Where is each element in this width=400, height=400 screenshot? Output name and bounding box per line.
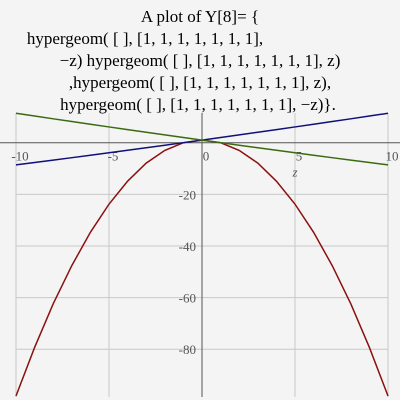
y-tick-label: -60 [179, 291, 196, 306]
y-tick-label: -20 [179, 187, 196, 202]
x-tick-label: 5 [296, 149, 303, 164]
x-tick-label: -5 [108, 149, 119, 164]
x-tick-label: 10 [386, 149, 399, 164]
x-tick-label: -10 [11, 149, 28, 164]
y-tick-label: -80 [179, 342, 196, 357]
x-tick-label: 0 [203, 149, 210, 164]
title-line: hypergeom( [ ], [1, 1, 1, 1, 1, 1, 1], −… [60, 95, 336, 114]
title-line: −z) hypergeom( [ ], [1, 1, 1, 1, 1, 1, 1… [60, 51, 341, 70]
title-line: ,hypergeom( [ ], [1, 1, 1, 1, 1, 1, 1], … [69, 73, 331, 92]
title-line: hypergeom( [ ], [1, 1, 1, 1, 1, 1, 1], [27, 29, 263, 48]
x-axis-label: z [291, 165, 297, 180]
series-line [15, 112, 389, 166]
title-line: A plot of Y[8]= { [141, 7, 259, 26]
y-tick-label: -40 [179, 239, 196, 254]
